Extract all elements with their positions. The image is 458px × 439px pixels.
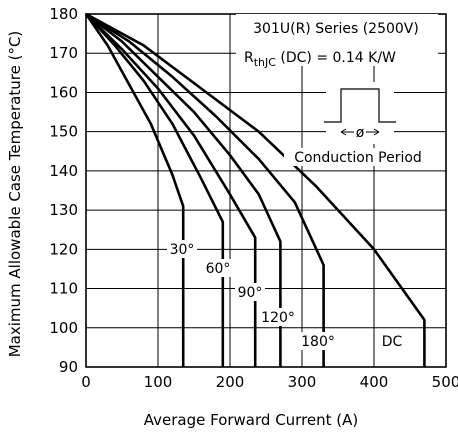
- series-label-background: [297, 332, 339, 350]
- y-tick-label: 160: [49, 83, 78, 101]
- curve-5: [85, 12, 325, 367]
- series-label-background: [167, 240, 197, 258]
- x-axis-label: Average Forward Current (A): [144, 411, 359, 429]
- series-label: 180°: [301, 334, 335, 350]
- y-tick-label: 90: [59, 358, 78, 376]
- x-tick-label: 100: [144, 373, 173, 391]
- series-label-background: [259, 308, 297, 326]
- conduction-symbol-background: [354, 125, 366, 139]
- conduction-waveform-icon: [324, 88, 396, 123]
- rth-prefix: R: [244, 50, 254, 66]
- series-label: DC: [382, 334, 403, 350]
- series-label: 30°: [170, 242, 195, 258]
- series-label-background: [235, 283, 265, 301]
- y-tick-label: 100: [49, 319, 78, 337]
- conduction-symbol: ø: [356, 125, 365, 141]
- series-label-background: [377, 332, 407, 350]
- y-tick-label: 130: [49, 201, 78, 219]
- x-tick-label: 300: [288, 373, 317, 391]
- x-tick-labels: 0 100 200 300 400 500: [81, 373, 458, 391]
- rth-value: (DC) = 0.14 K/W: [276, 50, 396, 66]
- series-label: 90°: [238, 285, 263, 301]
- y-tick-label: 120: [49, 240, 78, 258]
- x-tick-label: 200: [216, 373, 245, 391]
- series-label: 60°: [206, 261, 231, 277]
- series-title-annotation: 301U(R) Series (2500V): [253, 21, 419, 37]
- y-tick-label: 150: [49, 123, 78, 141]
- series-labels: 30° 60° 90° 120° 180° DC: [167, 240, 407, 350]
- y-tick-label: 170: [49, 44, 78, 62]
- curve-4: [85, 12, 282, 367]
- y-tick-label: 110: [49, 280, 78, 298]
- y-tick-labels: 90 100 110 120 130 140 150 160 170 180: [49, 5, 78, 376]
- x-tick-label: 0: [81, 373, 91, 391]
- x-tick-label: 400: [360, 373, 389, 391]
- rth-annotation: RthJC (DC) = 0.14 K/W: [244, 50, 396, 69]
- conduction-period-label: Conduction Period: [294, 150, 422, 166]
- curve-1: [84, 13, 185, 367]
- series-label-background: [203, 259, 233, 277]
- curve-3: [85, 13, 257, 367]
- rth-subscript: thJC: [254, 56, 277, 69]
- curve-2: [85, 13, 225, 367]
- y-axis-label: Maximum Allowable Case Temperature (°C): [6, 31, 24, 358]
- x-tick-label: 500: [432, 373, 458, 391]
- series-label: 120°: [261, 310, 295, 326]
- conduction-label-background: [284, 148, 432, 166]
- y-tick-label: 180: [49, 5, 78, 23]
- annotation-background: [236, 14, 438, 66]
- y-tick-label: 140: [49, 162, 78, 180]
